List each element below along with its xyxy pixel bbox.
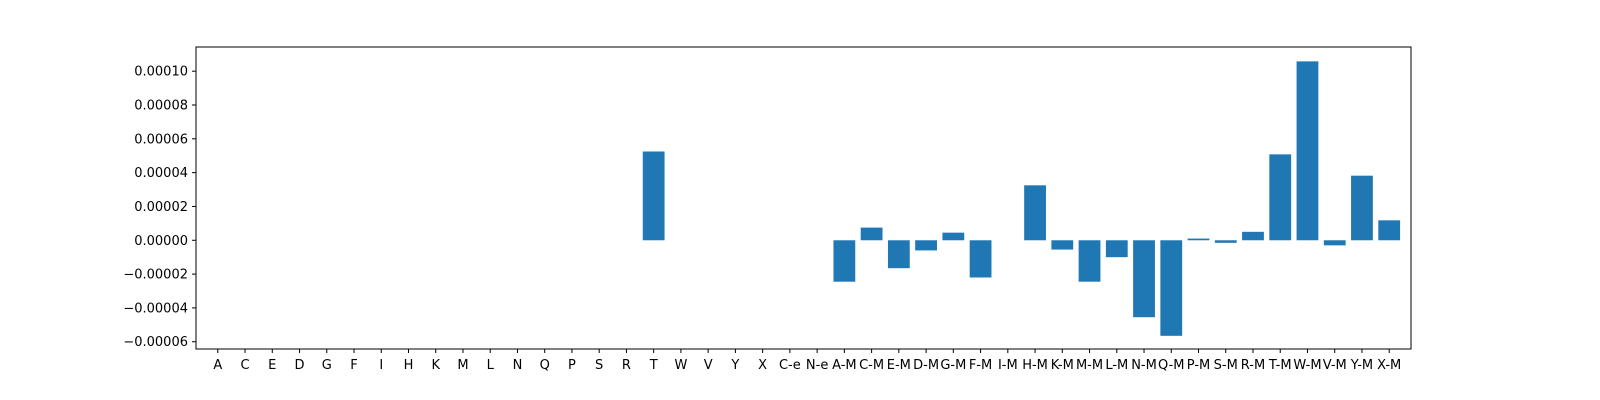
x-tick-label: R bbox=[622, 358, 631, 373]
x-tick-label: E bbox=[268, 358, 276, 373]
bar-m-m bbox=[1078, 240, 1101, 282]
x-axis-ticks: A C E D G F I H K M L N Q P S R T W V Y X C-e N-e A-M C-M E-M D-M G… bbox=[213, 349, 1401, 373]
x-tick-label: P bbox=[568, 358, 576, 373]
x-tick-label: F bbox=[350, 358, 357, 373]
x-tick-label: C-e bbox=[779, 358, 801, 373]
y-tick-label: 0.00006 bbox=[134, 132, 188, 147]
x-tick-label: K bbox=[431, 358, 440, 373]
x-tick-label: H-M bbox=[1022, 358, 1048, 373]
x-tick-label: S bbox=[595, 358, 603, 373]
bar-g-m bbox=[942, 232, 965, 241]
bar-q-m bbox=[1160, 240, 1183, 336]
bar-c-m bbox=[860, 227, 883, 241]
x-tick-label: C-M bbox=[859, 358, 884, 373]
bar-f-m bbox=[969, 240, 992, 278]
x-tick-label: G bbox=[322, 358, 332, 373]
bar-t bbox=[642, 151, 665, 241]
plot-frame bbox=[195, 46, 1412, 350]
x-tick-label: Y-M bbox=[1350, 358, 1373, 373]
x-tick-label: Q bbox=[540, 358, 550, 373]
x-tick-label: T-M bbox=[1268, 358, 1292, 373]
bar-a-m bbox=[833, 240, 856, 282]
x-tick-label: X-M bbox=[1377, 358, 1401, 373]
y-tick-label: −0.00006 bbox=[123, 335, 188, 350]
y-tick-label: 0.00004 bbox=[134, 166, 188, 181]
bar-v-m bbox=[1323, 240, 1346, 246]
x-tick-label: G-M bbox=[940, 358, 966, 373]
x-tick-label: R-M bbox=[1241, 358, 1265, 373]
x-tick-label: X bbox=[758, 358, 767, 373]
bar-k-m bbox=[1051, 240, 1074, 250]
bar-y-m bbox=[1351, 175, 1373, 241]
bar-x-m bbox=[1378, 220, 1401, 241]
bar-t-m bbox=[1269, 154, 1292, 241]
x-tick-label: W-M bbox=[1293, 358, 1321, 373]
x-tick-label: L-M bbox=[1105, 358, 1128, 373]
bar-n-m bbox=[1133, 240, 1155, 318]
y-tick-label: 0.00010 bbox=[134, 65, 188, 80]
x-tick-label: T bbox=[649, 358, 658, 373]
x-tick-label: F-M bbox=[969, 358, 992, 373]
y-tick-label: 0.00002 bbox=[134, 200, 188, 215]
x-tick-label: K-M bbox=[1051, 358, 1074, 373]
y-tick-label: 0.00008 bbox=[134, 98, 188, 113]
bar-l-m bbox=[1105, 240, 1128, 258]
y-tick-label: −0.00002 bbox=[123, 268, 188, 283]
x-tick-label: D-M bbox=[913, 358, 939, 373]
x-tick-label: N-e bbox=[806, 358, 828, 373]
bar-s-m bbox=[1214, 240, 1237, 243]
x-tick-label: P-M bbox=[1187, 358, 1210, 373]
x-tick-label: N bbox=[513, 358, 523, 373]
bar-e-m bbox=[887, 240, 910, 269]
bar-h-m bbox=[1024, 185, 1046, 241]
bar-r-m bbox=[1242, 231, 1264, 241]
x-tick-label: H bbox=[404, 358, 414, 373]
x-tick-label: N-M bbox=[1131, 358, 1157, 373]
x-tick-label: Y bbox=[730, 358, 739, 373]
bars-group bbox=[642, 61, 1401, 336]
x-tick-label: D bbox=[295, 358, 305, 373]
x-tick-label: V-M bbox=[1323, 358, 1347, 373]
x-tick-label: W bbox=[674, 358, 687, 373]
x-tick-label: L bbox=[487, 358, 495, 373]
x-tick-label: M bbox=[457, 358, 468, 373]
x-tick-label: A bbox=[213, 358, 222, 373]
x-tick-label: S-M bbox=[1214, 358, 1238, 373]
x-tick-label: I-M bbox=[998, 358, 1018, 373]
y-axis-ticks: −0.00006 −0.00004 −0.00002 0.00000 0.00002 0.… bbox=[123, 65, 196, 350]
x-tick-label: A-M bbox=[832, 358, 857, 373]
x-tick-label: M-M bbox=[1076, 358, 1103, 373]
x-tick-label: Q-M bbox=[1158, 358, 1185, 373]
x-tick-label: C bbox=[240, 358, 249, 373]
y-tick-label: −0.00004 bbox=[123, 301, 188, 316]
bar-w-m bbox=[1296, 61, 1319, 241]
x-tick-label: V bbox=[704, 358, 713, 373]
y-tick-label: 0.00000 bbox=[134, 234, 188, 249]
x-tick-label: I bbox=[379, 358, 383, 373]
x-tick-label: E-M bbox=[887, 358, 911, 373]
bar-p-m bbox=[1187, 238, 1210, 241]
bar-d-m bbox=[915, 240, 937, 251]
